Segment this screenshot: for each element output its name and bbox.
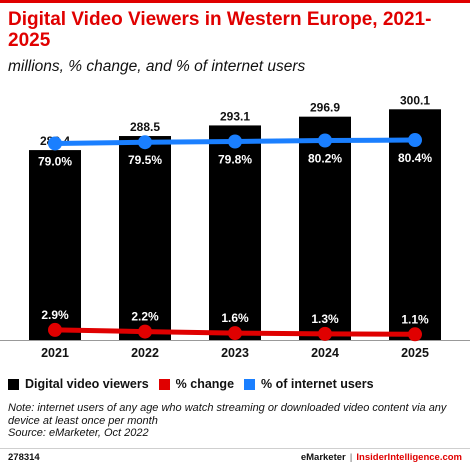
pct-change-point-2025 [408,327,422,342]
bar-value-label-2023: 293.1 [220,109,250,123]
pct-internet-point-2024 [318,133,332,148]
pct-change-label-2023: 1.6% [221,311,249,325]
x-tick-label-2021: 2021 [41,346,69,360]
pct-internet-label-2022: 79.5% [128,153,162,167]
pct-change-label-2024: 1.3% [311,312,339,326]
source-text: Source: eMarketer, Oct 2022 [8,427,149,439]
pct-change-label-2022: 2.2% [131,310,159,324]
legend-item-viewers: Digital video viewers [8,377,149,391]
legend-label-viewers: Digital video viewers [25,377,149,391]
pct-change-label-2025: 1.1% [401,312,429,326]
brand-credit: eMarketer | InsiderIntelligence.com [301,452,462,463]
x-tick-label-2022: 2022 [131,346,159,360]
legend-item-pct-internet: % of internet users [244,377,374,391]
brand-separator: | [349,452,353,463]
legend-label-pct-internet: % of internet users [261,377,374,391]
chart-subtitle: millions, % change, and % of internet us… [8,58,306,75]
chart-title: Digital Video Viewers in Western Europe,… [8,9,432,51]
brand-emarketer: eMarketer [300,452,346,463]
note-text: Note: internet users of any age who watc… [8,402,447,427]
legend-swatch-pct-change [158,378,170,390]
legend-swatch-viewers [8,378,19,390]
bar-2021 [29,150,81,340]
bar-value-label-2025: 300.1 [400,93,430,107]
chart-plot: 282.4288.5293.1296.9300.1202120222023202… [0,93,470,360]
pct-internet-label-2021: 79.0% [38,154,72,168]
chart-legend: Digital video viewers % change % of inte… [8,375,384,393]
pct-change-point-2022 [138,324,152,339]
top-accent-rule [0,0,470,3]
pct-internet-label-2024: 80.2% [308,152,342,166]
bar-2025 [389,109,441,340]
bar-value-label-2024: 296.9 [310,101,340,115]
bar-2022 [119,136,171,340]
brand-insider-intelligence: InsiderIntelligence.com [356,452,462,463]
pct-internet-label-2025: 80.4% [398,151,432,165]
pct-change-point-2023 [228,326,242,341]
legend-label-pct-change: % change [175,377,235,391]
legend-item-pct-change: % change [158,377,235,391]
pct-internet-point-2022 [138,135,152,150]
pct-change-point-2021 [48,322,62,337]
chart-id: 278314 [8,452,40,463]
pct-internet-point-2021 [48,136,62,151]
pct-internet-point-2023 [228,134,242,149]
x-tick-label-2023: 2023 [221,346,249,360]
chart-notes: Note: internet users of any age who watc… [8,402,464,440]
bar-2024 [299,116,351,340]
x-tick-label-2024: 2024 [311,346,339,360]
footer-rule [0,448,470,449]
legend-swatch-pct-internet [244,378,256,390]
bar-value-label-2022: 288.5 [130,120,160,134]
pct-change-label-2021: 2.9% [41,308,69,322]
pct-internet-point-2025 [408,133,422,148]
pct-internet-label-2023: 79.8% [218,152,252,166]
bar-2023 [209,125,261,340]
x-tick-label-2025: 2025 [401,346,429,360]
pct-change-point-2024 [318,326,332,341]
